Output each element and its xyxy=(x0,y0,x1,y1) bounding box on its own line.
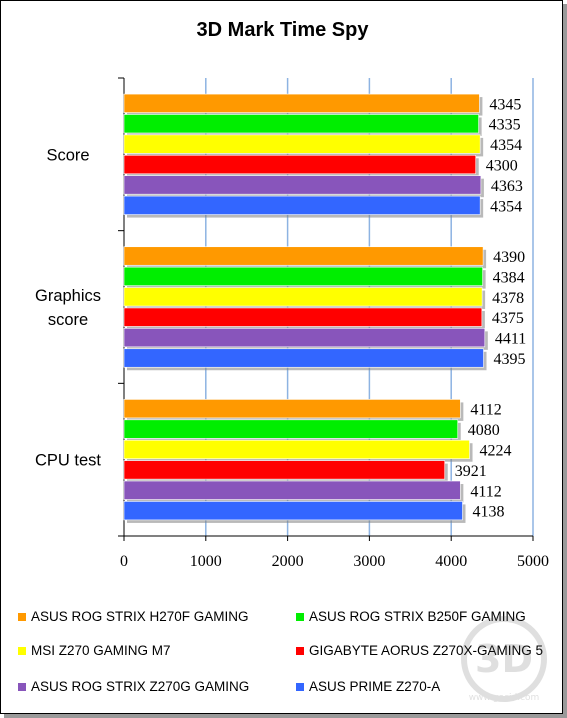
bar-value-label: 4395 xyxy=(494,351,526,368)
bar xyxy=(123,480,461,500)
legend-swatch xyxy=(18,613,26,621)
bar-value-label: 4080 xyxy=(468,422,500,439)
chart-title: 3D Mark Time Spy xyxy=(196,19,369,41)
legend-label: ASUS ROG STRIX H270F GAMING xyxy=(31,609,249,624)
bar-value-label: 4300 xyxy=(486,158,518,175)
bar xyxy=(123,287,483,307)
bar xyxy=(123,501,463,521)
x-tick-label: 4000 xyxy=(435,553,467,570)
bar-value-label: 4335 xyxy=(489,117,521,134)
frame-shadow-right xyxy=(563,4,567,718)
legend-label: ASUS ROG STRIX Z270G GAMING xyxy=(31,679,250,694)
category-label: Graphics xyxy=(35,287,101,305)
bar-value-label: 4378 xyxy=(492,290,524,307)
frame-shadow-bottom xyxy=(4,714,567,718)
bar-value-label: 4390 xyxy=(493,249,525,266)
bar-value-label: 4354 xyxy=(490,198,522,215)
x-tick-label: 1000 xyxy=(190,553,222,570)
legend-swatch xyxy=(296,613,304,621)
legend-swatch xyxy=(18,647,26,655)
bar xyxy=(123,175,482,195)
legend-label: GIGABYTE AORUS Z270X-GAMING 5 xyxy=(309,643,544,658)
legend-label: ASUS ROG STRIX B250F GAMING xyxy=(309,609,526,624)
bar xyxy=(123,460,446,480)
bar xyxy=(123,399,461,419)
category-label: CPU test xyxy=(35,452,101,470)
category-label: Score xyxy=(46,146,89,164)
bar-value-label: 4363 xyxy=(491,178,523,195)
bar xyxy=(123,348,484,368)
x-tick-label: 5000 xyxy=(517,553,549,570)
chart-legend: ASUS ROG STRIX H270F GAMING ASUS ROG STRI… xyxy=(0,600,563,710)
bar xyxy=(123,419,459,439)
bar-value-label: 4345 xyxy=(489,96,521,113)
bar xyxy=(123,154,477,175)
bar xyxy=(123,328,486,348)
bar xyxy=(123,439,470,460)
bar xyxy=(123,266,483,286)
bar xyxy=(123,195,481,215)
bar-value-label: 4224 xyxy=(480,442,512,459)
legend-swatch xyxy=(296,647,304,655)
bar-value-label: 4375 xyxy=(492,310,524,327)
bar xyxy=(123,307,483,327)
chart-plot: 0 1000 2000 3000 4000 5000 4345 4335 4354 4300 436… xyxy=(35,77,549,570)
bar xyxy=(123,246,484,266)
legend-swatch xyxy=(18,683,26,691)
bar-value-label: 3921 xyxy=(455,463,487,480)
legend-label: ASUS PRIME Z270-A xyxy=(309,679,441,694)
bar-value-label: 4112 xyxy=(470,402,501,419)
category-label: score xyxy=(48,311,88,329)
bar xyxy=(123,93,480,113)
legend-swatch xyxy=(296,683,304,691)
bar xyxy=(123,114,479,134)
bar-value-label: 4138 xyxy=(472,504,504,521)
bar-value-label: 4354 xyxy=(490,137,522,154)
bar-value-label: 4411 xyxy=(495,331,526,348)
legend-label: MSI Z270 GAMING M7 xyxy=(31,643,171,658)
x-tick-label: 0 xyxy=(120,553,128,570)
bar xyxy=(123,134,481,154)
bar-value-label: 4112 xyxy=(470,483,501,500)
bar-value-label: 4384 xyxy=(493,269,525,286)
x-tick-label: 3000 xyxy=(353,553,385,570)
x-tick-label: 2000 xyxy=(272,553,304,570)
